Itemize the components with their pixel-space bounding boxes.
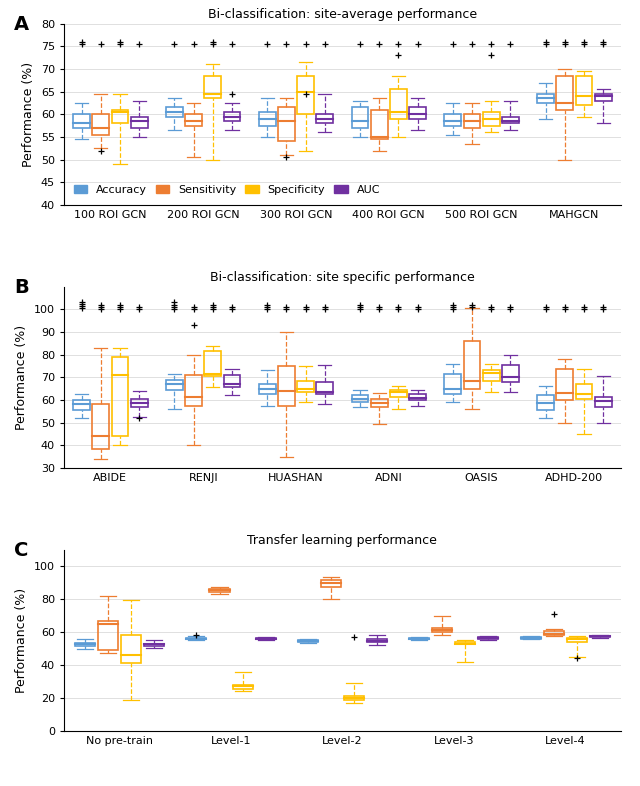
Bar <box>111 357 129 436</box>
Bar <box>223 112 241 121</box>
Bar <box>121 635 141 663</box>
Bar <box>73 400 90 410</box>
Bar <box>543 631 564 634</box>
Bar <box>316 114 333 123</box>
Bar <box>575 75 593 105</box>
Bar <box>537 94 554 103</box>
Bar <box>502 116 519 123</box>
Title: Bi-classification: site specific performance: Bi-classification: site specific perform… <box>210 271 475 284</box>
Y-axis label: Performance (%): Performance (%) <box>22 62 35 167</box>
Bar <box>73 114 90 128</box>
Legend: Accuracy, Sensitivity, Specificity, AUC: Accuracy, Sensitivity, Specificity, AUC <box>70 181 385 200</box>
Bar <box>409 108 426 119</box>
Bar <box>92 114 109 134</box>
Bar <box>502 365 519 382</box>
Bar <box>278 108 295 141</box>
Bar <box>455 642 476 645</box>
Bar <box>589 636 610 637</box>
Bar <box>520 637 541 639</box>
Bar <box>186 637 207 640</box>
Text: A: A <box>14 14 29 34</box>
Bar <box>478 637 499 639</box>
Bar <box>483 112 500 126</box>
Bar <box>204 351 221 376</box>
Bar <box>566 637 587 642</box>
Bar <box>131 399 148 407</box>
Bar <box>463 341 481 388</box>
Bar <box>232 685 253 689</box>
Bar <box>351 395 369 402</box>
Bar <box>390 90 407 119</box>
Bar <box>75 643 95 646</box>
Bar <box>595 397 612 407</box>
Bar <box>367 640 387 642</box>
Bar <box>298 641 318 642</box>
Bar <box>98 620 118 650</box>
Bar <box>278 366 295 406</box>
Bar <box>444 114 461 126</box>
Bar <box>595 94 612 101</box>
Y-axis label: Performance (%): Performance (%) <box>15 588 28 692</box>
Bar <box>185 114 202 126</box>
Bar <box>537 395 554 410</box>
Bar <box>371 399 388 407</box>
Bar <box>321 580 341 586</box>
Y-axis label: Performance (%): Performance (%) <box>15 325 28 430</box>
Bar <box>92 405 109 449</box>
Bar <box>432 628 452 632</box>
Bar <box>575 384 593 399</box>
Bar <box>409 395 426 400</box>
Bar <box>409 637 429 640</box>
Bar <box>483 370 500 380</box>
Bar <box>371 110 388 139</box>
Bar <box>463 114 481 128</box>
Bar <box>390 390 407 397</box>
Bar <box>351 108 369 128</box>
Title: Transfer learning performance: Transfer learning performance <box>248 534 437 547</box>
Bar <box>259 112 276 126</box>
Bar <box>444 374 461 395</box>
Bar <box>297 75 314 114</box>
Bar <box>185 375 202 406</box>
Title: Bi-classification: site-average performance: Bi-classification: site-average performa… <box>208 8 477 21</box>
Bar <box>344 696 364 700</box>
Bar <box>259 384 276 395</box>
Bar <box>131 116 148 128</box>
Bar <box>223 375 241 387</box>
Bar <box>166 380 183 390</box>
Bar <box>297 380 314 392</box>
Bar <box>204 75 221 98</box>
Text: B: B <box>14 277 29 296</box>
Bar <box>166 108 183 116</box>
Bar <box>111 110 129 123</box>
Bar <box>255 637 276 640</box>
Bar <box>316 382 333 395</box>
Bar <box>556 75 573 110</box>
Text: C: C <box>14 541 28 560</box>
Bar <box>209 590 230 592</box>
Bar <box>144 644 164 646</box>
Bar <box>556 369 573 400</box>
